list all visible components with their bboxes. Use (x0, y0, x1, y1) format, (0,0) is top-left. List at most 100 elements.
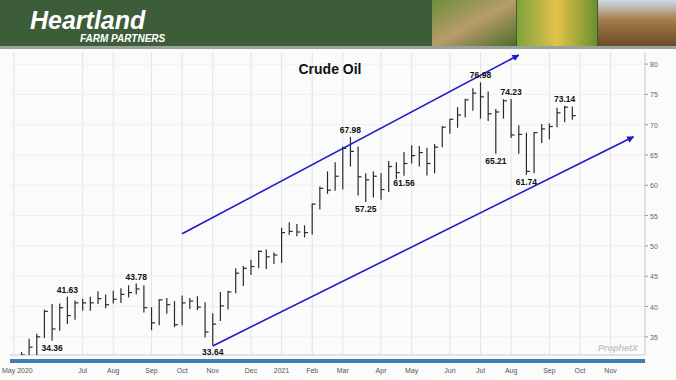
price-annotation: 74.23 (500, 87, 522, 97)
price-annotation: 33.64 (202, 347, 224, 357)
ohlc-close (220, 305, 223, 306)
ohlc-range (82, 299, 83, 311)
grid-line-x (13, 52, 14, 355)
price-annotation: 41.63 (57, 285, 79, 295)
x-tick-label: Feb (306, 367, 318, 374)
x-tick-label: 2021 (274, 367, 290, 374)
x-tick-label: May 2020 (2, 367, 33, 375)
ohlc-range (197, 296, 198, 310)
ohlc-range (128, 285, 129, 297)
photo-cattle (432, 0, 516, 46)
ohlc-range (120, 288, 121, 303)
y-tick-label: 75 (650, 91, 658, 98)
ohlc-close (129, 292, 132, 293)
ohlc-close (152, 322, 155, 323)
y-tick (645, 124, 648, 125)
y-axis-line (645, 52, 646, 355)
ohlc-close (121, 294, 124, 295)
ohlc-close (511, 134, 514, 135)
ohlc-close (197, 307, 200, 308)
x-tick-label: Oct (575, 367, 586, 374)
ohlc-close (289, 231, 292, 232)
y-tick-label: 50 (650, 243, 658, 250)
ohlc-range (44, 310, 45, 338)
y-tick-label: 40 (650, 304, 658, 311)
ohlc-range (358, 147, 359, 196)
trend-line (182, 55, 519, 234)
grid-line-x (212, 52, 213, 355)
chart-title: Crude Oil (298, 61, 361, 77)
ohlc-close (412, 155, 415, 156)
ohlc-close (396, 172, 399, 173)
photo-corn (517, 0, 597, 46)
x-tick-label: May (405, 367, 419, 375)
ohlc-close (366, 179, 369, 180)
ohlc-close (29, 347, 32, 348)
ohlc-range (518, 125, 519, 153)
ohlc-close (251, 266, 254, 267)
ohlc-close (320, 188, 323, 189)
ohlc-close (488, 113, 491, 114)
ohlc-range (503, 99, 504, 118)
grid-line-x (480, 52, 481, 355)
ohlc-close (312, 204, 315, 205)
ohlc-range (90, 297, 91, 311)
ohlc-close (549, 126, 552, 127)
x-tick-label: Mar (337, 367, 350, 374)
price-annotation: 57.25 (355, 204, 377, 214)
ohlc-close (373, 176, 376, 177)
price-annotation: 65.21 (485, 156, 507, 166)
x-tick-label: Nov (207, 367, 220, 374)
ohlc-range (419, 146, 420, 167)
ohlc-range (296, 224, 297, 236)
ohlc-range (472, 88, 473, 110)
ohlc-close (167, 304, 170, 305)
ohlc-range (159, 299, 160, 325)
ohlc-range (342, 147, 343, 190)
ohlc-close (557, 112, 560, 113)
ohlc-range (174, 301, 175, 327)
x-tick-label: Jul (476, 367, 485, 374)
x-tick-label: Sep (145, 367, 158, 375)
ohlc-close (159, 299, 162, 300)
x-tick-label: Jul (78, 367, 87, 374)
grid-line-x (449, 52, 450, 355)
ohlc-range (113, 291, 114, 304)
header-rule (0, 46, 676, 49)
y-tick-label: 65 (650, 152, 658, 159)
y-tick-label: 60 (650, 182, 658, 189)
ohlc-range (434, 144, 435, 173)
ohlc-range (488, 91, 489, 121)
ohlc-close (526, 171, 529, 172)
ohlc-close (519, 134, 522, 135)
ohlc-range (365, 173, 366, 202)
ohlc-range (220, 292, 221, 321)
ohlc-range (97, 291, 98, 304)
grid-line-x (113, 52, 114, 355)
ohlc-range (182, 296, 183, 326)
ohlc-range (495, 109, 496, 154)
ohlc-range (549, 124, 550, 140)
grid-line-y (10, 215, 645, 216)
grid-line-x (511, 52, 512, 355)
ohlc-close (282, 232, 285, 233)
ohlc-range (266, 250, 267, 269)
ohlc-close (458, 114, 461, 115)
ohlc-close (243, 268, 246, 269)
grid-line-x (342, 52, 343, 355)
y-tick-label: 70 (650, 122, 658, 129)
ohlc-range (511, 99, 512, 138)
grid-line-x (381, 52, 382, 355)
trend-line (213, 137, 634, 346)
ohlc-range (572, 107, 573, 120)
ohlc-range (235, 268, 236, 293)
plot-marks (14, 55, 634, 355)
ohlc-close (60, 307, 63, 308)
x-tick-label: Sep (543, 367, 556, 375)
ohlc-close (473, 93, 476, 94)
y-tick (645, 215, 648, 216)
ohlc-close (419, 152, 422, 153)
x-tick-label: Dec (245, 367, 258, 374)
ohlc-range (449, 119, 450, 134)
y-tick (645, 155, 648, 156)
